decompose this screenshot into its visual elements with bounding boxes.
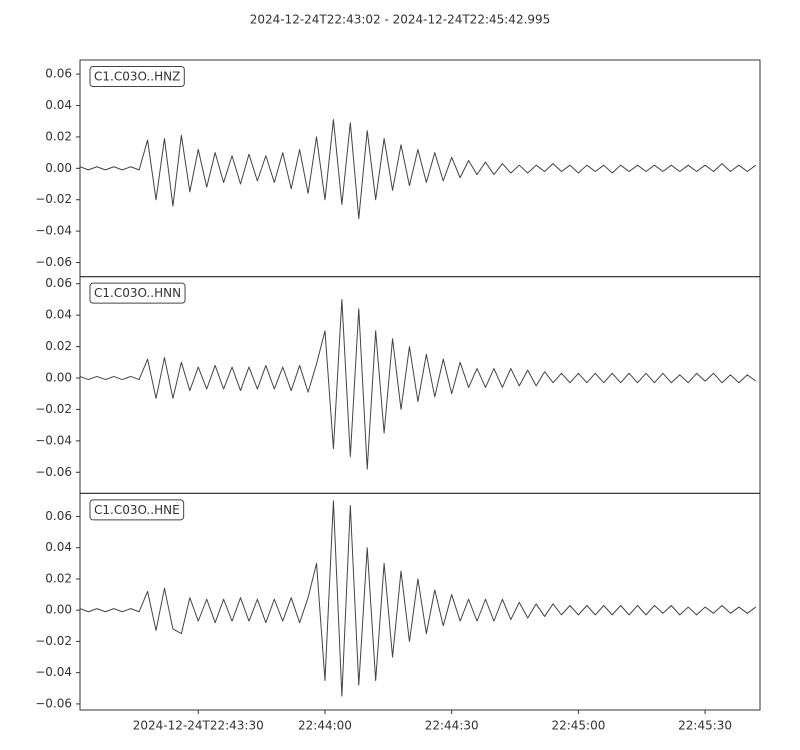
y-tick-label: 0.06 [45,67,72,81]
y-tick-label: 0.06 [45,276,72,290]
y-tick-label: −0.06 [35,696,72,710]
waveform [80,500,757,697]
x-tick-label: 22:44:30 [425,719,479,733]
y-tick-label: 0.02 [45,571,72,585]
y-tick-label: −0.02 [35,402,72,416]
y-tick-label: −0.04 [35,224,72,238]
panel-frame [79,492,761,711]
y-tick-label: 0.02 [45,339,72,353]
y-tick-label: −0.04 [35,665,72,679]
y-tick-label: 0.04 [45,540,72,554]
y-tick-label: 0.04 [45,308,72,322]
chart-title: 2024-12-24T22:43:02 - 2024-12-24T22:45:4… [250,13,551,27]
y-tick-label: −0.02 [35,192,72,206]
x-tick-label: 2024-12-24T22:43:30 [133,719,264,733]
legend-label: C1.C03O..HNZ [94,70,180,84]
y-tick-label: −0.02 [35,634,72,648]
y-tick-label: −0.04 [35,433,72,447]
y-tick-label: 0.06 [45,509,72,523]
y-tick-label: −0.06 [35,255,72,269]
x-tick-label: 22:45:00 [551,719,605,733]
legend-box [89,282,186,304]
x-tick-label: 22:45:30 [678,719,732,733]
legend-box [89,499,185,521]
waveform [80,298,757,470]
y-tick-label: 0.00 [45,161,72,175]
y-tick-label: 0.04 [45,98,72,112]
legend-box [89,66,185,87]
x-tick-label: 22:44:00 [298,719,352,733]
panel-frame [79,276,761,494]
y-tick-label: 0.00 [45,603,72,617]
y-tick-label: 0.00 [45,371,72,385]
legend-label: C1.C03O..HNN [94,286,181,300]
legend-label: C1.C03O..HNE [94,503,180,517]
y-tick-label: −0.06 [35,465,72,479]
waveform [80,119,757,220]
y-tick-label: 0.02 [45,129,72,143]
